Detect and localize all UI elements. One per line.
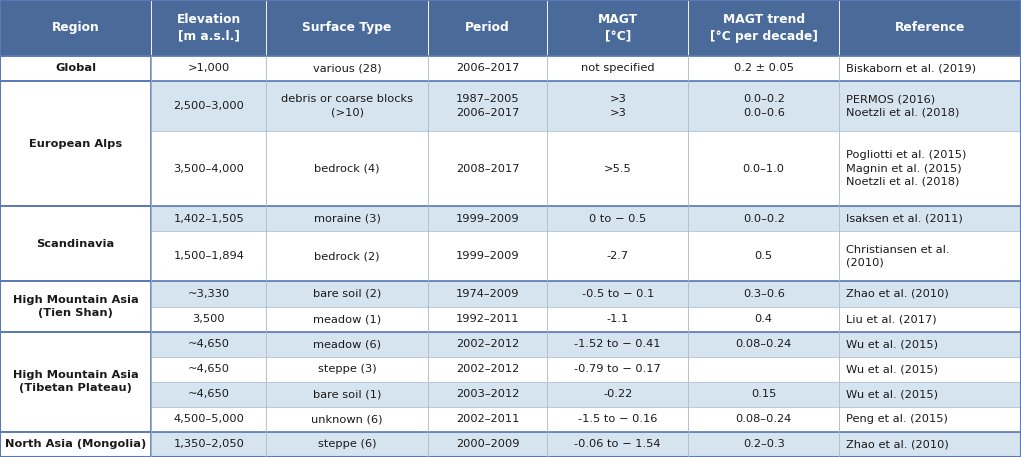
Text: -0.79 to − 0.17: -0.79 to − 0.17 — [575, 364, 661, 374]
Bar — [547, 206, 688, 231]
Bar — [151, 0, 266, 56]
Bar — [839, 332, 1021, 357]
Text: bare soil (1): bare soil (1) — [313, 389, 381, 399]
Bar — [428, 81, 547, 131]
Bar — [547, 56, 688, 81]
Text: >5.5: >5.5 — [603, 164, 632, 174]
Bar — [0, 81, 151, 206]
Text: -1.5 to − 0.16: -1.5 to − 0.16 — [578, 414, 658, 425]
Bar — [266, 432, 428, 457]
Text: 4,500–5,000: 4,500–5,000 — [174, 414, 244, 425]
Text: 2008–2017: 2008–2017 — [455, 164, 520, 174]
Bar — [839, 56, 1021, 81]
Text: MAGT trend
[°C per decade]: MAGT trend [°C per decade] — [710, 13, 818, 43]
Text: 1974–2009: 1974–2009 — [455, 289, 520, 299]
Text: >3
>3: >3 >3 — [610, 94, 626, 117]
Bar — [839, 407, 1021, 432]
Bar — [547, 332, 688, 357]
Bar — [547, 81, 688, 131]
Text: moraine (3): moraine (3) — [313, 214, 381, 224]
Bar — [151, 357, 266, 382]
Text: 0.15: 0.15 — [751, 389, 776, 399]
Bar — [688, 432, 839, 457]
Text: 0.0–1.0: 0.0–1.0 — [742, 164, 785, 174]
Text: -1.1: -1.1 — [606, 314, 629, 324]
Bar — [151, 81, 266, 131]
Bar — [151, 382, 266, 407]
Text: Liu et al. (2017): Liu et al. (2017) — [846, 314, 937, 324]
Bar — [688, 56, 839, 81]
Bar — [839, 131, 1021, 206]
Text: High Mountain Asia
(Tibetan Plateau): High Mountain Asia (Tibetan Plateau) — [12, 370, 139, 393]
Text: ~4,650: ~4,650 — [188, 364, 230, 374]
Bar — [0, 332, 151, 432]
Text: 0.3–0.6: 0.3–0.6 — [742, 289, 785, 299]
Text: debris or coarse blocks
(>10): debris or coarse blocks (>10) — [281, 94, 414, 117]
Bar — [151, 282, 266, 307]
Text: Christiansen et al.
(2010): Christiansen et al. (2010) — [846, 245, 950, 268]
Bar — [839, 206, 1021, 231]
Bar — [0, 206, 151, 282]
Bar — [688, 332, 839, 357]
Text: 2006–2017: 2006–2017 — [455, 63, 520, 73]
Text: not specified: not specified — [581, 63, 654, 73]
Bar — [688, 206, 839, 231]
Bar — [688, 131, 839, 206]
Text: Reference: Reference — [895, 21, 965, 34]
Bar — [0, 0, 151, 56]
Bar — [266, 81, 428, 131]
Text: European Alps: European Alps — [29, 138, 123, 149]
Text: 2003–2012: 2003–2012 — [455, 389, 520, 399]
Text: 0 to − 0.5: 0 to − 0.5 — [589, 214, 646, 224]
Text: -0.5 to − 0.1: -0.5 to − 0.1 — [582, 289, 653, 299]
Text: 0.4: 0.4 — [755, 314, 773, 324]
Bar — [266, 231, 428, 282]
Bar — [839, 307, 1021, 332]
Bar — [266, 307, 428, 332]
Text: Elevation
[m a.s.l.]: Elevation [m a.s.l.] — [177, 13, 241, 43]
Bar — [151, 432, 266, 457]
Bar — [428, 382, 547, 407]
Bar — [428, 206, 547, 231]
Bar — [266, 382, 428, 407]
Text: bedrock (4): bedrock (4) — [314, 164, 380, 174]
Bar — [547, 307, 688, 332]
Text: unknown (6): unknown (6) — [311, 414, 383, 425]
Text: 0.2 ± 0.05: 0.2 ± 0.05 — [734, 63, 793, 73]
Bar — [266, 282, 428, 307]
Bar — [839, 81, 1021, 131]
Text: -2.7: -2.7 — [606, 251, 629, 261]
Text: Wu et al. (2015): Wu et al. (2015) — [846, 339, 938, 349]
Text: -1.52 to − 0.41: -1.52 to − 0.41 — [575, 339, 661, 349]
Bar — [547, 282, 688, 307]
Text: MAGT
[°C]: MAGT [°C] — [597, 13, 638, 43]
Text: Zhao et al. (2010): Zhao et al. (2010) — [846, 289, 950, 299]
Bar — [428, 332, 547, 357]
Text: 0.08–0.24: 0.08–0.24 — [735, 339, 792, 349]
Text: steppe (3): steppe (3) — [318, 364, 377, 374]
Bar — [688, 231, 839, 282]
Bar — [266, 332, 428, 357]
Text: 2000–2009: 2000–2009 — [455, 440, 520, 450]
Bar — [547, 131, 688, 206]
Text: Biskaborn et al. (2019): Biskaborn et al. (2019) — [846, 63, 976, 73]
Text: 1987–2005
2006–2017: 1987–2005 2006–2017 — [455, 94, 520, 117]
Text: 0.08–0.24: 0.08–0.24 — [735, 414, 792, 425]
Bar — [688, 307, 839, 332]
Text: 3,500: 3,500 — [193, 314, 225, 324]
Bar — [428, 357, 547, 382]
Bar — [266, 131, 428, 206]
Bar — [688, 282, 839, 307]
Text: 3,500–4,000: 3,500–4,000 — [174, 164, 244, 174]
Bar — [547, 0, 688, 56]
Text: 2002–2012: 2002–2012 — [456, 364, 519, 374]
Text: Pogliotti et al. (2015)
Magnin et al. (2015)
Noetzli et al. (2018): Pogliotti et al. (2015) Magnin et al. (2… — [846, 150, 967, 187]
Bar — [428, 0, 547, 56]
Bar — [839, 231, 1021, 282]
Bar — [839, 432, 1021, 457]
Bar — [688, 407, 839, 432]
Bar — [839, 357, 1021, 382]
Bar — [547, 357, 688, 382]
Text: Wu et al. (2015): Wu et al. (2015) — [846, 364, 938, 374]
Bar — [151, 332, 266, 357]
